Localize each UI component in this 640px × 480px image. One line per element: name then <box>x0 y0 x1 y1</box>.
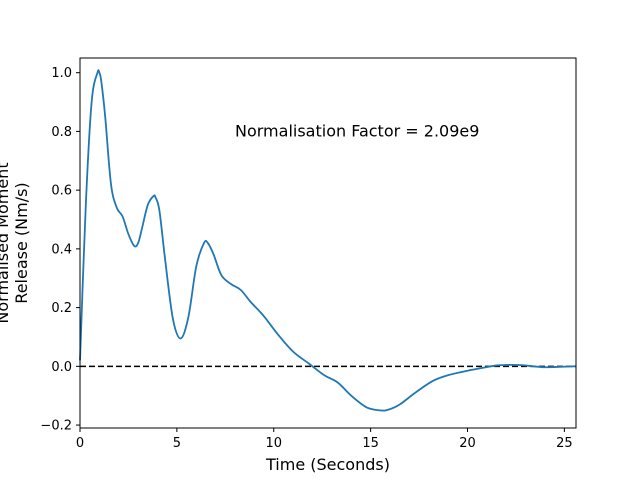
x-tick-label: 15 <box>362 436 379 451</box>
y-axis-title-line-1: Normalised Moment <box>0 162 12 323</box>
axis-ticks: 0 5 10 15 20 25 −0.2 0.0 0.2 0.4 0.6 0.8 1.0 <box>40 66 572 451</box>
x-tick-label: 10 <box>265 436 282 451</box>
y-tick-label: −0.2 <box>40 419 72 434</box>
y-axis-title: Normalised Moment Release (Nm/s) <box>0 162 31 323</box>
y-tick-label: 1.0 <box>51 66 72 81</box>
x-tick-label: 25 <box>556 436 573 451</box>
x-axis-title: Time (Seconds) <box>265 455 390 474</box>
y-tick-label: 0.8 <box>51 125 72 140</box>
plot-area <box>79 69 577 412</box>
x-tick-label: 0 <box>76 436 84 451</box>
series-line-0 <box>79 69 577 412</box>
y-tick-label: 0.4 <box>51 242 72 257</box>
y-tick-label: 0.2 <box>51 301 72 316</box>
y-axis-title-line-2: Release (Nm/s) <box>12 182 31 303</box>
x-tick-label: 5 <box>173 436 181 451</box>
x-tick-label: 20 <box>459 436 476 451</box>
plot-frame <box>79 57 577 429</box>
normalisation-annotation: Normalisation Factor = 2.09e9 <box>235 121 479 140</box>
y-tick-label: 0.0 <box>51 360 72 375</box>
y-tick-label: 0.6 <box>51 184 72 199</box>
